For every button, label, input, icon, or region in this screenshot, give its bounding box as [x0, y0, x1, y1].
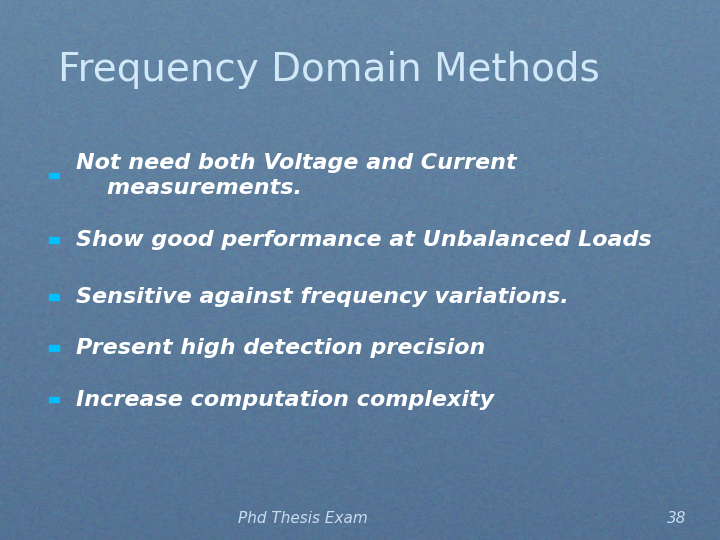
FancyBboxPatch shape [49, 238, 59, 243]
FancyBboxPatch shape [49, 346, 59, 351]
Text: Show good performance at Unbalanced Loads: Show good performance at Unbalanced Load… [76, 230, 651, 251]
Text: 38: 38 [667, 511, 687, 526]
Text: Phd Thesis Exam: Phd Thesis Exam [238, 511, 367, 526]
Text: Present high detection precision: Present high detection precision [76, 338, 485, 359]
FancyBboxPatch shape [49, 294, 59, 300]
FancyBboxPatch shape [49, 397, 59, 402]
Text: Sensitive against frequency variations.: Sensitive against frequency variations. [76, 287, 568, 307]
FancyBboxPatch shape [49, 173, 59, 178]
Text: Not need both Voltage and Current
    measurements.: Not need both Voltage and Current measur… [76, 153, 516, 198]
Text: Increase computation complexity: Increase computation complexity [76, 389, 494, 410]
Text: Frequency Domain Methods: Frequency Domain Methods [58, 51, 599, 89]
